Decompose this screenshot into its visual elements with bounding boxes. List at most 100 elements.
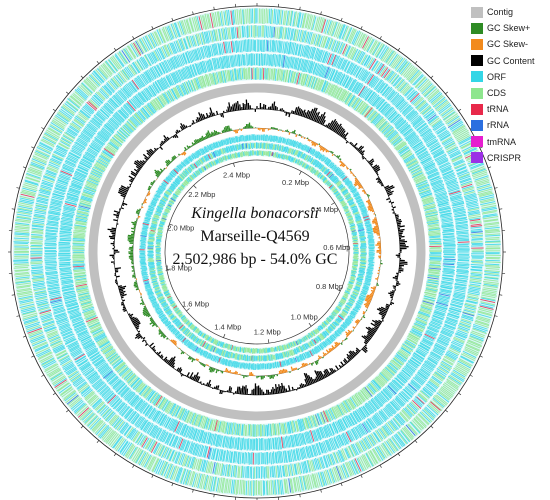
feature-mark [269,25,271,38]
feature-mark [419,153,430,161]
feature-mark [46,367,60,376]
feature-mark [74,271,86,275]
feature-mark [50,299,62,304]
feature-mark [178,38,184,51]
plot-mark [288,112,291,118]
feature-mark [198,415,203,427]
feature-mark [108,354,119,363]
feature-mark [428,278,439,282]
feature-mark [270,26,273,39]
feature-mark [315,78,320,90]
feature-mark [243,9,245,25]
feature-mark [284,10,287,25]
feature-mark [444,176,456,182]
feature-mark [364,107,373,118]
feature-mark [79,200,91,205]
feature-mark [74,276,86,279]
feature-mark [410,166,421,173]
feature-mark [425,383,436,393]
feature-mark [208,45,212,57]
plot-mark [129,315,133,319]
feature-mark [56,350,67,357]
feature-mark [109,98,118,108]
feature-mark [51,120,65,130]
feature-mark [48,292,60,297]
feature-mark [61,169,72,175]
feature-mark [25,173,41,180]
feature-mark [376,412,384,423]
feature-mark [442,265,455,267]
feature-mark [83,310,95,316]
feature-mark [281,479,284,495]
feature-mark [414,120,424,128]
feature-mark [394,398,403,407]
feature-mark [124,103,133,114]
plot-mark [209,383,212,388]
feature-mark [236,424,239,436]
feature-mark [423,200,434,205]
feature-mark [76,327,88,334]
feature-mark [207,419,212,431]
feature-mark [92,355,103,364]
feature-mark [81,388,92,397]
feature-mark [384,88,393,98]
feature-mark [125,47,134,60]
feature-mark [52,195,65,200]
feature-mark [387,365,396,374]
feature-mark [318,50,324,62]
feature-mark [405,340,416,348]
feature-mark [455,226,469,229]
feature-mark [67,370,78,378]
feature-mark [483,279,499,282]
feature-mark [436,195,449,200]
feature-mark [393,116,402,125]
feature-mark [392,137,402,145]
feature-mark [86,314,97,320]
feature-mark [122,106,132,115]
feature-mark [313,34,318,45]
feature-mark [151,66,159,78]
feature-mark [65,131,76,139]
feature-mark [357,424,365,435]
feature-mark [443,235,455,238]
plot-mark [395,214,399,217]
feature-mark [380,410,388,420]
feature-mark [441,224,453,227]
feature-mark [454,286,466,290]
feature-mark [180,20,186,35]
feature-mark [366,39,375,53]
feature-mark [206,13,211,28]
feature-mark [232,40,235,52]
feature-mark [67,127,78,135]
feature-mark [241,438,243,451]
feature-mark [315,64,321,76]
plot-mark [187,376,190,378]
feature-mark [410,92,420,103]
feature-mark [105,123,115,131]
feature-mark [139,435,146,446]
feature-mark [400,62,412,76]
feature-mark [380,409,389,420]
feature-mark [17,210,33,214]
feature-mark [401,427,413,441]
feature-mark [382,68,390,79]
feature-mark [16,216,32,220]
feature-mark [100,87,110,97]
feature-mark [297,476,301,493]
plot-mark [343,363,346,366]
feature-mark [423,335,434,342]
feature-mark [163,432,169,443]
tick [340,483,343,487]
feature-mark [347,79,355,91]
feature-mark [220,463,224,476]
feature-mark [268,68,271,81]
feature-mark [182,410,188,421]
feature-mark [210,419,214,431]
feature-mark [34,344,49,351]
feature-mark [466,203,479,207]
feature-mark [113,380,123,390]
feature-mark [123,48,133,61]
feature-mark [156,412,163,423]
feature-mark [417,151,429,159]
feature-mark [325,455,331,467]
